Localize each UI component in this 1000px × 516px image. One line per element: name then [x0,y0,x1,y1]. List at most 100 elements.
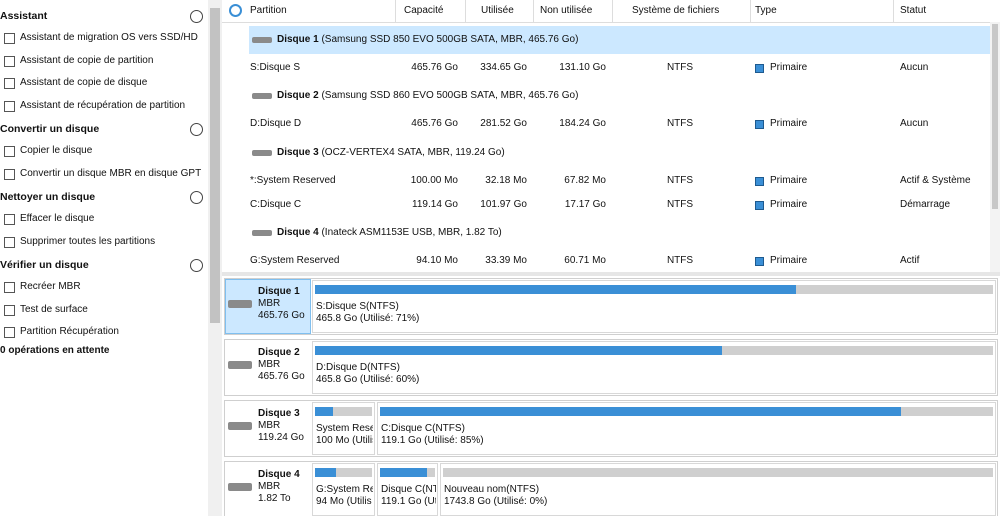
sidebar-item[interactable]: Supprimer toutes les partitions [20,235,156,247]
column-header[interactable]: Non utilisée [540,5,593,16]
table-cell: 101.97 Go [480,199,527,210]
usage-bar [315,285,797,294]
disk-detail: (Inateck ASM1153E USB, MBR, 1.82 To) [318,227,502,238]
item-icon [4,55,15,67]
table-cell: Aucun [900,118,929,129]
column-separator [893,0,894,22]
disk-scheme: MBR [258,359,281,370]
sidebar-item[interactable]: Effacer le disque [20,213,95,224]
disk-row[interactable]: Disque 1 (Samsung SSD 850 EVO 500GB SATA… [277,34,578,45]
usage-bar [380,468,427,477]
header-border [222,22,990,23]
usage-track [315,407,372,416]
table-cell: 100.00 Mo [410,175,458,186]
column-header[interactable]: Capacité [404,5,444,16]
partition-label: Nouveau nom(NTFS) [444,484,540,495]
item-icon [4,168,15,180]
sidebar-item[interactable]: Recréer MBR [20,281,81,292]
scroll-thumb [992,24,998,209]
table-cell: NTFS [666,118,694,129]
partition-block[interactable] [312,341,996,394]
section-title[interactable]: Convertir un disque [0,123,100,135]
section-title[interactable]: Nettoyer un disque [0,191,96,203]
type-icon [755,177,764,186]
collapse-button[interactable] [190,10,203,23]
column-header[interactable]: Système de fichiers [632,5,720,16]
disk-detail: (Samsung SSD 850 EVO 500GB SATA, MBR, 46… [318,34,579,45]
table-cell[interactable]: C:Disque C [250,199,302,210]
disk-label: Disque 1 [277,34,319,45]
sidebar-item[interactable]: Assistant de récupération de partition [20,99,186,111]
partition-label: System Reser [316,423,373,434]
item-icon [4,236,15,248]
column-header[interactable]: Partition [250,5,287,16]
partition-block[interactable] [312,402,375,455]
table-cell[interactable]: D:Disque D [250,118,302,129]
sidebar-item[interactable]: Test de surface [20,303,88,315]
section-title[interactable]: Vérifier un disque [0,259,89,271]
table-cell: Actif & Système [900,175,971,186]
table-cell[interactable]: G:System Reserved [250,255,340,266]
disk-card [224,461,998,516]
column-separator [465,0,466,22]
splitter [222,272,1000,276]
sidebar-item[interactable]: Assistant de copie de disque [20,77,148,88]
item-icon [4,78,15,89]
collapse-button[interactable] [190,259,203,272]
sidebar-item[interactable]: Assistant de migration OS vers SSD/HD [20,32,198,43]
table-cell: NTFS [666,62,694,73]
column-separator [395,0,396,22]
disk-name: Disque 4 [258,469,300,480]
sidebar-item[interactable]: Assistant de copie de partition [20,54,154,66]
partition-detail: 465.8 Go (Utilisé: 60%) [316,374,420,385]
pending-operations: 0 opérations en attente [0,345,110,356]
partition-detail: 119.1 Go (Utilisé: 85%) [381,435,484,446]
column-header[interactable]: Statut [900,5,927,16]
disk-icon [252,150,272,156]
disk-row[interactable]: Disque 4 (Inateck ASM1153E USB, MBR, 1.8… [277,227,502,238]
column-header[interactable]: Utilisée [481,5,514,16]
disk-row[interactable]: Disque 2 (Samsung SSD 860 EVO 500GB SATA… [277,90,578,101]
column-separator [750,0,751,22]
disk-size: 1.82 To [258,493,291,504]
usage-bar [380,407,902,416]
disk-name: Disque 1 [258,286,300,297]
partition-detail: 119.1 Go (Utili [381,496,436,507]
table-cell[interactable]: S:Disque S [250,62,301,73]
disk-icon [228,483,252,491]
disk-icon [252,230,272,236]
table-cell: 60.71 Mo [564,255,606,266]
table-cell: 119.14 Go [412,199,458,210]
table-cell[interactable]: *:System Reserved [250,175,336,186]
table-cell: Primaire [770,255,808,266]
collapse-button[interactable] [190,191,203,204]
disk-detail: (Samsung SSD 860 EVO 500GB SATA, MBR, 46… [318,90,579,101]
table-cell: 32.18 Mo [485,175,527,186]
disk-scheme: MBR [258,298,281,309]
type-icon [755,201,764,210]
usage-track [443,468,993,477]
disk-row[interactable]: Disque 3 (OCZ-VERTEX4 SATA, MBR, 119.24 … [277,147,505,158]
disk-icon [252,93,272,99]
disk-size: 465.76 Go [258,310,305,321]
refresh-icon[interactable] [229,4,242,17]
section-title[interactable]: Assistant [0,10,48,22]
table-cell: NTFS [666,175,694,186]
disk-icon [228,300,252,308]
sidebar-item[interactable]: Copier le disque [20,145,93,156]
sidebar-item[interactable]: Partition Récupération [20,326,119,337]
partition-label: C:Disque C(NTFS) [381,423,465,434]
column-header[interactable]: Type [755,5,777,16]
partition-label: D:Disque D(NTFS) [316,362,400,373]
disk-card [224,339,998,396]
column-separator [612,0,613,22]
collapse-button[interactable] [190,123,203,136]
type-icon [755,64,764,73]
partition-label: G:System Res [316,484,373,495]
sidebar-item[interactable]: Convertir un disque MBR en disque GPT [20,167,202,179]
partition-block[interactable] [312,280,996,333]
partition-block[interactable] [377,402,996,455]
disk-name: Disque 2 [258,347,300,358]
table-cell: Primaire [770,118,808,129]
